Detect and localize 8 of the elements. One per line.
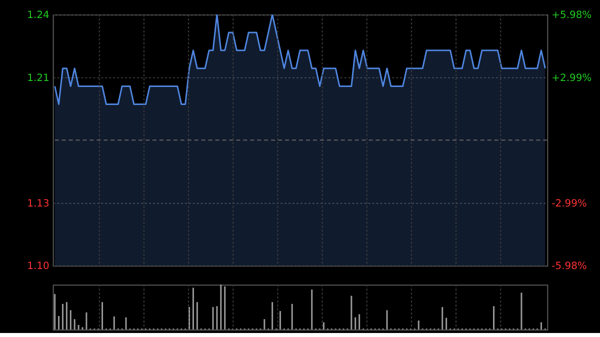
y2-tick-label: +2.99%: [552, 72, 592, 84]
y-tick-label: 1.21: [27, 72, 50, 84]
y2-tick-label: +5.98%: [552, 10, 592, 21]
y2-tick-label: -2.99%: [552, 198, 587, 210]
y-tick-label: 1.13: [27, 198, 50, 210]
y2-tick-label: -5.98%: [552, 261, 587, 272]
y-tick-label: 1.24: [27, 10, 50, 21]
y-tick-label: 1.10: [27, 261, 50, 272]
